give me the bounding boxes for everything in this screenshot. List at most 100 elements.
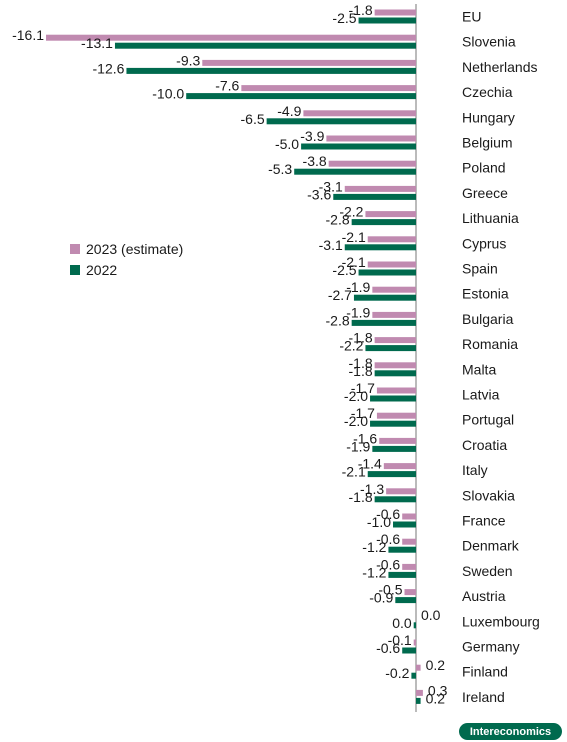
data-label-2023-sweden: -0.6 (376, 556, 400, 572)
bar-2023-denmark (402, 538, 416, 545)
bar-2022-malta (374, 370, 416, 377)
legend-swatch-2022 (70, 264, 80, 275)
bar-2023-romania (374, 337, 416, 344)
category-label-germany: Germany (462, 639, 520, 655)
data-label-2023-bulgaria: -1.9 (346, 304, 370, 320)
bar-2023-malta (374, 362, 416, 369)
data-label-2023-spain: -2.1 (342, 254, 366, 270)
category-label-eu: EU (462, 9, 481, 25)
bar-2023-netherlands (202, 59, 416, 66)
bar-2022-italy (367, 471, 416, 478)
data-label-2022-slovenia: -13.1 (81, 35, 113, 51)
data-label-2022-france: -1.0 (367, 514, 391, 530)
data-label-2022-sweden: -1.2 (362, 564, 386, 580)
category-label-malta: Malta (462, 361, 496, 377)
data-label-2022-finland: -0.2 (385, 665, 409, 681)
bar-2022-romania (365, 345, 416, 352)
data-label-2022-hungary: -6.5 (241, 111, 265, 127)
data-label-2022-spain: -2.5 (332, 262, 356, 278)
bar-2022-germany (402, 647, 416, 654)
category-label-portugal: Portugal (462, 412, 514, 428)
category-label-italy: Italy (462, 462, 488, 478)
bar-2023-slovakia (386, 488, 416, 495)
bar-2023-austria (404, 589, 416, 596)
category-label-latvia: Latvia (462, 387, 500, 403)
data-label-2022-austria: -0.9 (369, 590, 393, 606)
bar-2022-bulgaria (351, 319, 416, 326)
bar-2023-greece (344, 185, 416, 192)
bar-2022-poland (294, 168, 416, 175)
data-label-2023-finland: 0.2 (426, 657, 446, 673)
data-label-2023-latvia: -1.7 (351, 380, 375, 396)
bar-2023-bulgaria (372, 311, 416, 318)
category-label-slovenia: Slovenia (462, 34, 516, 50)
data-label-2022-eu: -2.5 (332, 10, 356, 26)
bar-2022-portugal (370, 420, 416, 427)
legend: 2023 (estimate) 2022 (70, 238, 183, 280)
data-label-2022-denmark: -1.2 (362, 539, 386, 555)
bar-2023-slovenia (46, 34, 416, 41)
category-label-greece: Greece (462, 185, 508, 201)
bar-2023-portugal (376, 412, 416, 419)
data-label-2023-malta: -1.8 (349, 355, 373, 371)
bar-2023-sweden (402, 563, 416, 570)
bar-2023-eu (374, 9, 416, 16)
data-label-2023-germany: -0.1 (388, 632, 412, 648)
data-label-2022-czechia: -10.0 (152, 86, 184, 102)
bar-2022-croatia (372, 445, 416, 452)
brand-badge: Intereconomics (459, 723, 562, 740)
bar-2023-finland (416, 664, 421, 671)
category-label-bulgaria: Bulgaria (462, 311, 514, 327)
bar-2023-cyprus (367, 236, 416, 243)
category-label-cyprus: Cyprus (462, 235, 506, 251)
category-label-lithuania: Lithuania (462, 210, 519, 226)
bar-2023-spain (367, 261, 416, 268)
bar-2023-belgium (326, 135, 416, 142)
data-label-2023-france: -0.6 (376, 506, 400, 522)
bar-2023-lithuania (365, 211, 416, 218)
category-label-finland: Finland (462, 664, 508, 680)
category-label-hungary: Hungary (462, 109, 515, 125)
category-label-denmark: Denmark (462, 538, 520, 554)
data-label-2023-romania: -1.8 (349, 330, 373, 346)
bar-2022-austria (395, 597, 416, 604)
bar-2023-estonia (372, 286, 416, 293)
category-label-luxembourg: Luxembourg (462, 613, 540, 629)
data-label-2023-czechia: -7.6 (215, 78, 239, 94)
category-label-romania: Romania (462, 336, 518, 352)
data-label-2022-romania: -2.2 (339, 338, 363, 354)
bar-2022-eu (358, 17, 416, 24)
bar-2022-denmark (388, 546, 416, 553)
data-label-2023-denmark: -0.6 (376, 531, 400, 547)
bar-2022-finland (411, 672, 416, 679)
data-label-2022-belgium: -5.0 (275, 136, 299, 152)
bar-2022-slovenia (114, 42, 416, 49)
data-label-2022-cyprus: -3.1 (319, 237, 343, 253)
bar-2023-ireland (416, 689, 423, 696)
legend-item-2022: 2022 (70, 259, 183, 280)
data-label-2023-luxembourg: 0.0 (421, 607, 441, 623)
data-label-2022-ireland: 0.2 (426, 690, 446, 706)
data-label-2023-hungary: -4.9 (277, 103, 301, 119)
bar-2022-sweden (388, 571, 416, 578)
category-label-estonia: Estonia (462, 286, 509, 302)
bar-2022-france (393, 521, 416, 528)
category-label-netherlands: Netherlands (462, 59, 538, 75)
data-label-2023-cyprus: -2.1 (342, 229, 366, 245)
data-label-2023-portugal: -1.7 (351, 405, 375, 421)
category-label-slovakia: Slovakia (462, 487, 515, 503)
data-label-2022-malta: -1.8 (349, 363, 373, 379)
data-label-2022-slovakia: -1.8 (349, 489, 373, 505)
bar-2022-estonia (353, 294, 416, 301)
data-label-2022-portugal: -2.0 (344, 413, 368, 429)
data-label-2022-italy: -2.1 (342, 464, 366, 480)
data-label-2023-eu: -1.8 (349, 2, 373, 18)
data-label-2023-belgium: -3.9 (300, 128, 324, 144)
bar-2022-belgium (301, 143, 416, 150)
category-label-belgium: Belgium (462, 135, 513, 151)
data-label-2023-slovakia: -1.3 (360, 481, 384, 497)
bar-2022-luxembourg (413, 622, 416, 629)
legend-swatch-2023 (70, 243, 80, 254)
data-label-2022-netherlands: -12.6 (93, 60, 125, 76)
category-label-spain: Spain (462, 261, 498, 277)
